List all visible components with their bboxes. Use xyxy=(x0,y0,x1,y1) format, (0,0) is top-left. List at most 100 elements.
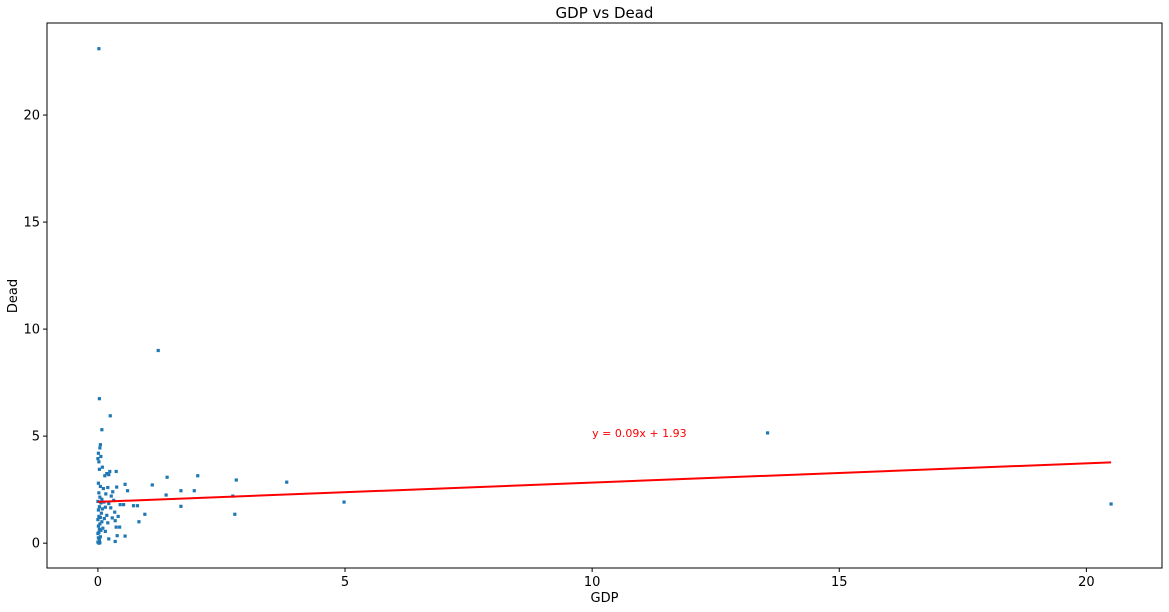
data-point xyxy=(342,500,346,504)
data-point xyxy=(100,507,104,511)
data-point xyxy=(233,512,237,516)
data-point xyxy=(1109,502,1113,506)
data-point xyxy=(114,469,118,474)
data-point xyxy=(115,485,119,489)
data-point xyxy=(107,501,111,506)
data-point xyxy=(108,469,112,474)
plot-frame xyxy=(46,22,1163,569)
data-point xyxy=(96,451,100,455)
data-point xyxy=(102,516,106,521)
y-tick-label: 0 xyxy=(32,537,40,552)
data-point xyxy=(285,480,289,484)
data-point xyxy=(98,484,102,489)
data-point xyxy=(111,490,115,494)
data-point xyxy=(99,528,103,532)
data-point xyxy=(100,520,104,524)
data-point xyxy=(105,472,109,476)
data-point xyxy=(105,513,109,517)
data-point xyxy=(98,446,102,450)
data-point xyxy=(131,504,136,508)
data-point xyxy=(97,460,101,464)
data-point xyxy=(97,397,101,401)
data-point xyxy=(96,481,100,485)
y-axis-title: Dead xyxy=(6,279,21,313)
data-point xyxy=(96,508,100,512)
data-point xyxy=(106,485,110,490)
data-point xyxy=(97,505,101,509)
data-point xyxy=(96,457,100,461)
data-point xyxy=(100,428,104,432)
data-point xyxy=(196,474,200,478)
x-tick-label: 5 xyxy=(341,575,349,590)
data-point xyxy=(101,486,105,491)
data-point xyxy=(110,516,114,520)
fit-line-layer xyxy=(97,461,1112,503)
data-point xyxy=(135,504,140,508)
fit-equation-annotation: y = 0.09x + 1.93 xyxy=(592,427,686,440)
data-point xyxy=(116,514,120,519)
data-point xyxy=(98,443,102,447)
data-point xyxy=(165,475,169,479)
data-point xyxy=(107,473,111,477)
data-point xyxy=(98,522,102,526)
data-point xyxy=(109,506,113,510)
data-point xyxy=(109,494,113,498)
x-tick-label: 15 xyxy=(831,575,848,590)
data-point xyxy=(99,454,103,459)
data-point xyxy=(96,536,100,540)
y-axis-ticks: 0 5 10 15 20 xyxy=(23,109,47,552)
data-point xyxy=(100,497,104,501)
regression-line xyxy=(97,461,1112,503)
annotation-layer: y = 0.09x + 1.93 xyxy=(592,427,686,440)
data-point xyxy=(179,489,183,493)
data-point xyxy=(122,503,126,507)
data-point xyxy=(97,538,101,542)
data-point xyxy=(99,511,103,515)
data-point xyxy=(96,524,100,528)
data-point xyxy=(107,537,111,541)
data-point xyxy=(113,519,117,523)
data-point xyxy=(97,541,101,545)
x-tick-label: 10 xyxy=(584,575,601,590)
data-point xyxy=(143,512,147,516)
data-point xyxy=(103,505,107,509)
data-point xyxy=(125,489,130,493)
chart-title: GDP vs Dead xyxy=(556,4,654,22)
x-axis-title: GDP xyxy=(591,591,619,606)
data-point xyxy=(96,531,100,536)
data-point xyxy=(766,431,770,435)
plot-area xyxy=(47,23,1162,568)
data-point xyxy=(98,535,102,539)
data-point xyxy=(156,348,160,353)
data-point xyxy=(99,501,103,505)
data-point xyxy=(118,503,122,507)
data-point xyxy=(97,491,101,495)
x-tick-label: 0 xyxy=(94,575,102,590)
data-point xyxy=(179,504,183,508)
data-point xyxy=(234,478,238,482)
data-point xyxy=(137,520,141,524)
data-point xyxy=(115,534,119,538)
data-point xyxy=(192,489,196,493)
data-point xyxy=(118,525,122,529)
data-point xyxy=(98,515,102,520)
data-point xyxy=(103,529,107,533)
data-point xyxy=(106,521,110,525)
y-tick-label: 15 xyxy=(23,216,40,231)
data-point xyxy=(97,467,101,471)
data-point xyxy=(101,526,105,530)
data-point xyxy=(123,482,127,486)
data-point xyxy=(104,492,108,496)
data-point xyxy=(108,414,112,418)
y-tick-label: 10 xyxy=(23,323,40,338)
y-tick-label: 20 xyxy=(23,109,40,124)
data-point xyxy=(123,534,127,538)
data-point xyxy=(98,495,102,499)
data-point xyxy=(113,539,117,544)
data-point xyxy=(150,483,154,487)
data-point xyxy=(113,510,117,514)
data-point xyxy=(164,493,168,497)
x-tick-label: 20 xyxy=(1078,575,1095,590)
x-axis-ticks: 0 5 10 15 20 xyxy=(94,568,1095,590)
